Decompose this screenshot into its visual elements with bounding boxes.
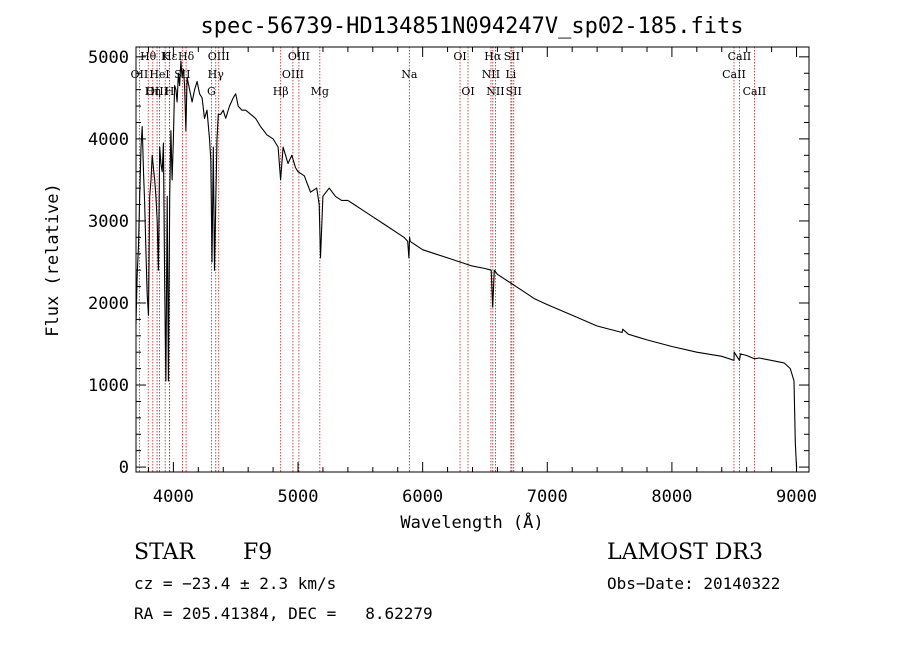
spectral-line-markers	[138, 47, 755, 472]
x-tick-label-4000: 4000	[153, 487, 194, 507]
line-label-27: SII	[506, 85, 522, 98]
line-label-2: Hθ	[140, 50, 157, 63]
y-tick-label-5000: 5000	[88, 48, 129, 68]
line-label-28: CaII	[743, 85, 767, 98]
y-axis-label: Flux (relative)	[43, 183, 63, 337]
line-label-21: H	[165, 85, 175, 98]
chart-title: spec-56739-HD134851N094247V_sp02-185.fit…	[200, 14, 743, 39]
line-label-6: OI	[453, 50, 466, 63]
line-label-23: Hβ	[273, 85, 289, 98]
x-axis-ticks: 4000 5000 6000 7000 8000 9000	[147, 47, 817, 507]
y-axis-ticks: 0 1000 2000 3000 4000 5000	[88, 48, 809, 478]
line-label-1: K	[161, 50, 170, 63]
y-tick-label-4000: 4000	[88, 130, 129, 150]
line-label-5: OIII	[288, 50, 310, 63]
coordinates: RA = 205.41384, DEC = 8.62279	[134, 604, 433, 623]
survey-name: LAMOST DR3	[607, 540, 763, 565]
x-tick-label-5000: 5000	[278, 487, 319, 507]
line-label-7: Hα	[484, 50, 502, 63]
line-label-24: Mg	[311, 85, 329, 98]
line-label-10: OII	[131, 68, 149, 81]
x-tick-label-7000: 7000	[527, 487, 568, 507]
redshift-cz: cz = −23.4 ± 2.3 km/s	[134, 574, 337, 593]
object-class: STAR	[134, 540, 195, 565]
line-label-22: G	[207, 85, 216, 98]
obs-date: Obs−Date: 20140322	[607, 574, 781, 593]
y-tick-label-3000: 3000	[88, 212, 129, 232]
line-label-25: OI	[461, 85, 474, 98]
spectrum-line	[135, 60, 798, 468]
line-label-17: Li	[505, 68, 516, 81]
line-label-9: CaII	[728, 50, 752, 63]
line-label-16: NII	[482, 68, 500, 81]
spectral-subclass: F9	[243, 540, 273, 565]
y-tick-label-2000: 2000	[88, 294, 129, 314]
x-tick-label-9000: 9000	[776, 487, 817, 507]
line-label-26: NII	[486, 85, 504, 98]
line-label-15: Na	[401, 68, 418, 81]
plot-frame	[135, 46, 810, 473]
y-tick-label-0: 0	[119, 458, 129, 478]
line-label-14: OIII	[282, 68, 304, 81]
line-label-3: Hε	[162, 50, 178, 63]
line-label-13: Hγ	[208, 68, 225, 81]
line-label-19: OIII	[146, 85, 168, 98]
x-tick-label-8000: 8000	[651, 487, 692, 507]
line-label-20: Hη	[145, 85, 161, 98]
line-label-18: CaII	[722, 68, 746, 81]
line-label-8: SII	[504, 50, 520, 63]
line-label-4: OIII	[208, 50, 230, 63]
x-axis-label: Wavelength (Å)	[400, 511, 543, 533]
line-label-0: Hδ	[178, 50, 195, 63]
y-tick-label-1000: 1000	[88, 376, 129, 396]
line-label-11: HeI	[149, 68, 169, 81]
x-tick-label-6000: 6000	[402, 487, 443, 507]
